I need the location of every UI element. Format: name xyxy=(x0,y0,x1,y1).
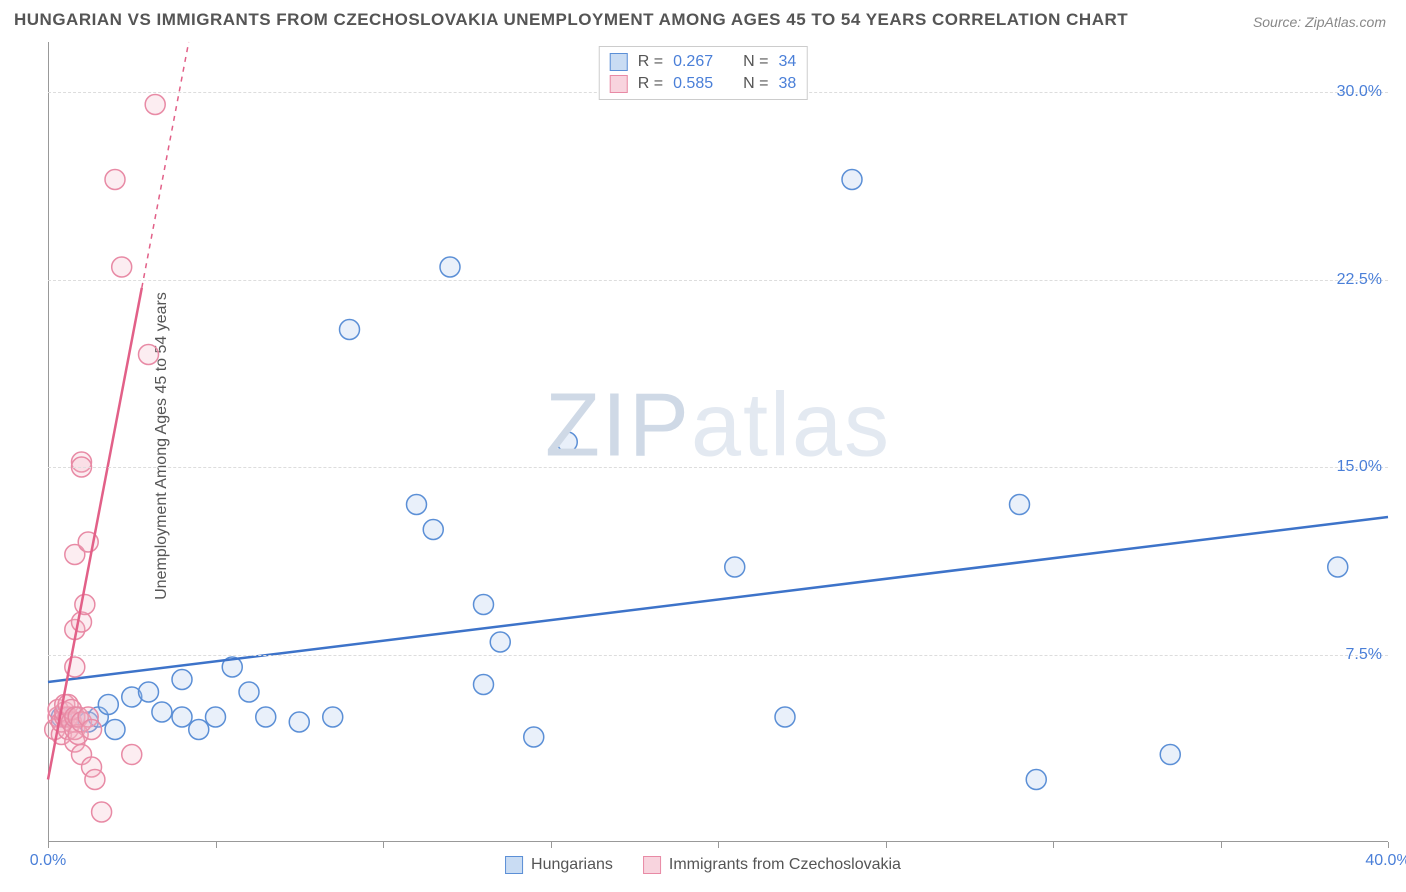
gridline xyxy=(48,280,1388,281)
data-point xyxy=(139,345,159,365)
data-point xyxy=(474,595,494,615)
data-point xyxy=(189,720,209,740)
data-point xyxy=(105,170,125,190)
x-tick xyxy=(48,842,49,848)
data-point xyxy=(440,257,460,277)
x-tick xyxy=(383,842,384,848)
data-point xyxy=(145,95,165,115)
legend-stat-row: R = 0.585 N = 38 xyxy=(610,73,797,95)
x-tick xyxy=(1053,842,1054,848)
data-point xyxy=(139,682,159,702)
r-label: R = xyxy=(638,53,663,71)
data-point xyxy=(474,675,494,695)
x-tick xyxy=(551,842,552,848)
y-tick-label: 15.0% xyxy=(1337,458,1382,476)
data-point xyxy=(524,727,544,747)
data-point xyxy=(1328,557,1348,577)
y-tick-label: 22.5% xyxy=(1337,271,1382,289)
r-label: R = xyxy=(638,75,663,93)
legend-label: Hungarians xyxy=(531,856,613,874)
data-point xyxy=(172,707,192,727)
x-tick xyxy=(1388,842,1389,848)
legend-series: Hungarians Immigrants from Czechoslovakia xyxy=(505,856,901,874)
data-point xyxy=(98,695,118,715)
plot-area: ZIPatlas 7.5%15.0%22.5%30.0%0.0%40.0% xyxy=(48,42,1388,842)
x-tick xyxy=(718,842,719,848)
data-point xyxy=(72,612,92,632)
legend-swatch xyxy=(610,75,628,93)
n-value: 38 xyxy=(778,75,796,93)
data-point xyxy=(725,557,745,577)
data-point xyxy=(775,707,795,727)
x-tick xyxy=(886,842,887,848)
x-tick-label: 40.0% xyxy=(1365,852,1406,870)
legend-label: Immigrants from Czechoslovakia xyxy=(669,856,901,874)
data-point xyxy=(323,707,343,727)
x-tick xyxy=(216,842,217,848)
gridline xyxy=(48,655,1388,656)
legend-swatch xyxy=(505,856,523,874)
data-point xyxy=(82,720,102,740)
data-point xyxy=(92,802,112,822)
x-tick xyxy=(1221,842,1222,848)
data-point xyxy=(112,257,132,277)
data-point xyxy=(289,712,309,732)
data-point xyxy=(85,770,105,790)
data-point xyxy=(1026,770,1046,790)
x-tick-label: 0.0% xyxy=(30,852,66,870)
legend-stat-row: R = 0.267 N = 34 xyxy=(610,51,797,73)
legend-stats: R = 0.267 N = 34 R = 0.585 N = 38 xyxy=(599,46,808,100)
plot-svg xyxy=(48,42,1388,842)
y-tick-label: 7.5% xyxy=(1346,646,1382,664)
data-point xyxy=(105,720,125,740)
legend-item: Immigrants from Czechoslovakia xyxy=(643,856,901,874)
gridline xyxy=(48,467,1388,468)
legend-swatch xyxy=(610,53,628,71)
data-point xyxy=(340,320,360,340)
data-point xyxy=(407,495,427,515)
data-point xyxy=(1010,495,1030,515)
r-value: 0.267 xyxy=(673,53,713,71)
source-attribution: Source: ZipAtlas.com xyxy=(1253,14,1386,30)
trend-line xyxy=(48,517,1388,682)
chart-title: HUNGARIAN VS IMMIGRANTS FROM CZECHOSLOVA… xyxy=(14,10,1128,30)
data-point xyxy=(557,432,577,452)
data-point xyxy=(842,170,862,190)
n-label: N = xyxy=(743,53,768,71)
data-point xyxy=(206,707,226,727)
data-point xyxy=(75,595,95,615)
trend-line-dashed xyxy=(142,42,189,288)
legend-item: Hungarians xyxy=(505,856,613,874)
data-point xyxy=(256,707,276,727)
n-value: 34 xyxy=(778,53,796,71)
data-point xyxy=(1160,745,1180,765)
data-point xyxy=(239,682,259,702)
data-point xyxy=(423,520,443,540)
n-label: N = xyxy=(743,75,768,93)
data-point xyxy=(490,632,510,652)
data-point xyxy=(172,670,192,690)
r-value: 0.585 xyxy=(673,75,713,93)
legend-swatch xyxy=(643,856,661,874)
data-point xyxy=(122,745,142,765)
data-point xyxy=(152,702,172,722)
y-tick-label: 30.0% xyxy=(1337,83,1382,101)
